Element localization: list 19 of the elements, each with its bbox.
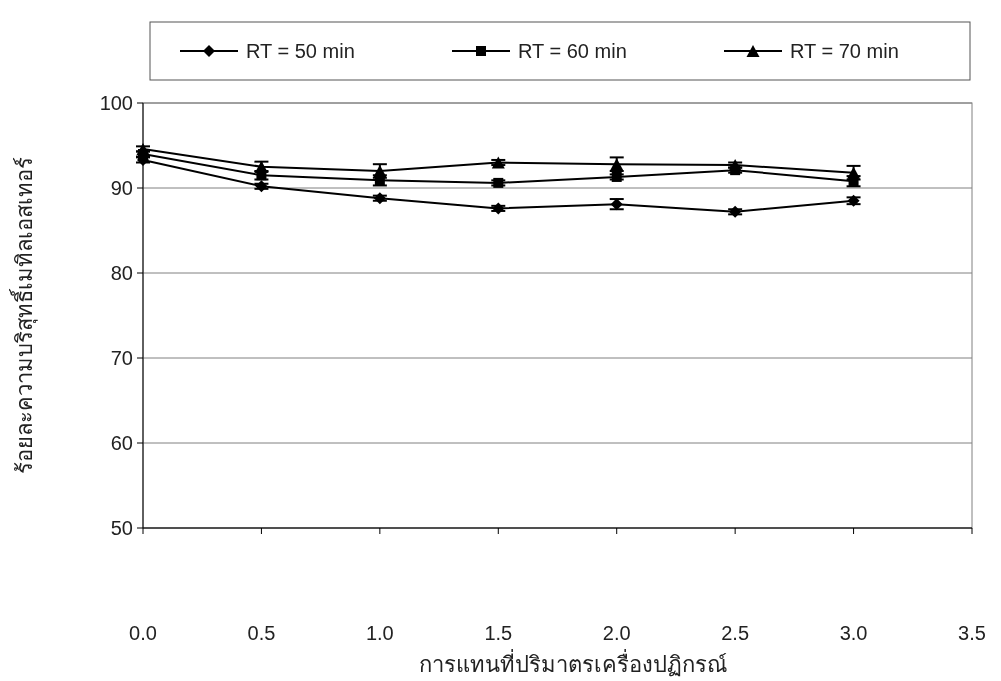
x-tick-label: 1.0 (365, 622, 394, 644)
x-tick-label: 0.5 (247, 622, 276, 644)
x-tick-label: 2.5 (721, 622, 750, 644)
x-tick-label: 0.0 (129, 622, 157, 644)
y-tick-label: 60 (110, 432, 133, 454)
y-tick-label: 100 (99, 92, 133, 114)
x-tick-label: 3.0 (839, 622, 868, 644)
x-tick-label: 1.5 (484, 622, 513, 644)
legend-label: RT = 60 min (518, 40, 627, 62)
legend-label: RT = 50 min (246, 40, 355, 62)
y-axis-title: ร้อยละความบริสุทธิ์เมทิลเอสเทอร์ (9, 157, 38, 474)
y-tick-label: 80 (110, 262, 133, 284)
x-tick-label: 3.5 (958, 622, 986, 644)
legend-label: RT = 70 min (790, 40, 899, 62)
y-tick-label: 90 (110, 177, 133, 199)
y-tick-label: 70 (110, 347, 133, 369)
x-tick-label: 2.0 (602, 622, 631, 644)
y-tick-label: 50 (110, 517, 133, 539)
x-axis-title: การแทนที่ปริมาตรเครื่องปฏิกรณ์ (418, 649, 727, 677)
